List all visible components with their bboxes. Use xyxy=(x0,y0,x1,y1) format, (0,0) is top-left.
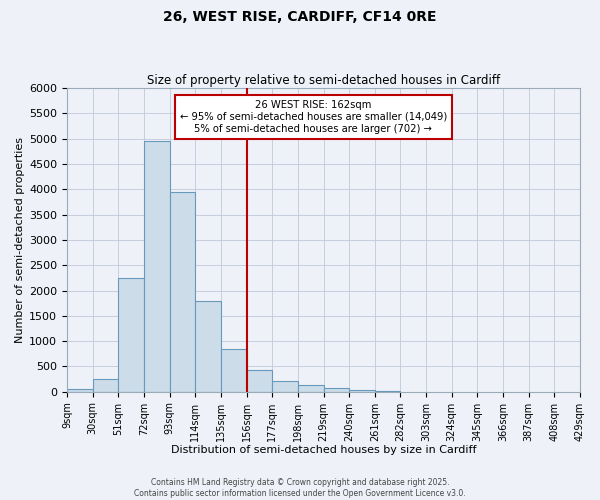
Bar xyxy=(170,192,195,392)
Bar xyxy=(349,390,375,392)
Y-axis label: Number of semi-detached properties: Number of semi-detached properties xyxy=(15,137,25,343)
Bar xyxy=(323,388,349,392)
Text: Contains HM Land Registry data © Crown copyright and database right 2025.
Contai: Contains HM Land Registry data © Crown c… xyxy=(134,478,466,498)
Text: 26, WEST RISE, CARDIFF, CF14 0RE: 26, WEST RISE, CARDIFF, CF14 0RE xyxy=(163,10,437,24)
X-axis label: Distribution of semi-detached houses by size in Cardiff: Distribution of semi-detached houses by … xyxy=(171,445,476,455)
Bar xyxy=(195,300,221,392)
Bar xyxy=(247,370,272,392)
Bar xyxy=(118,278,144,392)
Bar xyxy=(67,389,92,392)
Bar xyxy=(298,385,323,392)
Bar xyxy=(144,142,170,392)
Text: 26 WEST RISE: 162sqm
← 95% of semi-detached houses are smaller (14,049)
5% of se: 26 WEST RISE: 162sqm ← 95% of semi-detac… xyxy=(179,100,447,134)
Title: Size of property relative to semi-detached houses in Cardiff: Size of property relative to semi-detach… xyxy=(147,74,500,87)
Bar xyxy=(375,391,400,392)
Bar xyxy=(221,348,247,392)
Bar xyxy=(272,380,298,392)
Bar xyxy=(92,379,118,392)
